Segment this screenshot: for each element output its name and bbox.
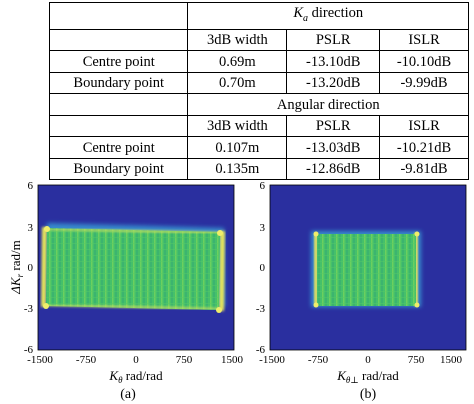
table-empty-cell [48,93,189,116]
row-label: Boundary point [48,71,189,95]
xtick-label: -1500 [27,354,53,366]
row-label: Boundary point [48,157,189,181]
cell-3db: 0.70m [187,71,288,95]
table-row: Boundary point 0.70m -13.20dB -9.99dB [48,71,469,95]
table-corner-cell [48,2,189,30]
cell-pslr: -13.03dB [286,136,381,159]
col-header-3db: 3dB width [187,114,288,138]
ytick-label: -3 [24,303,34,315]
figure-b [269,184,467,351]
table-empty-cell [48,29,189,52]
cell-islr: -9.99dB [379,71,469,95]
cell-3db: 0.69m [187,50,288,73]
table-empty-cell [48,115,189,138]
ytick-label: 6 [28,180,34,192]
tick-labels: 6 3 0 -3 -6 -1500 -750 0 750 1500 6 3 0 … [24,180,463,366]
col-header-pslr: PSLR [286,28,381,52]
cell-islr: -9.81dB [379,157,469,181]
col-header-islr: ISLR [379,114,469,138]
ytick-label: 0 [260,262,266,274]
xtick-label: 1500 [221,354,244,366]
col-header-3db: 3dB width [187,28,288,52]
ytick-label: 3 [260,222,266,234]
col-header-islr: ISLR [379,28,469,52]
plot-a-xlabel: Kθ rad/rad [108,368,163,385]
figures-svg: 6 3 0 -3 -6 -1500 -750 0 750 1500 6 3 0 … [8,180,467,402]
results-table: Ka direction 3dB width PSLR ISLR Centre … [48,2,469,181]
ytick-label: -3 [256,303,266,315]
figure-a [37,184,235,351]
cell-3db: 0.135m [187,157,288,181]
xtick-label: -750 [76,354,97,366]
table-row: Centre point 0.69m -13.10dB -10.10dB [48,50,469,73]
xtick-label: -750 [308,354,329,366]
ytick-label: 3 [28,222,34,234]
cell-pslr: -13.20dB [286,71,381,95]
angular-direction-header: Angular direction [187,93,469,116]
ka-direction-header: Ka direction [187,2,469,30]
table-row: Boundary point 0.135m -12.86dB -9.81dB [48,157,469,181]
ytick-label: 6 [260,180,266,192]
cell-islr: -10.10dB [379,50,469,73]
cell-islr: -10.21dB [379,136,469,159]
table-row: Centre point 0.107m -13.03dB -10.21dB [48,136,469,159]
xtick-label: 750 [408,354,425,366]
cell-pslr: -12.86dB [286,157,381,181]
xtick-label: -1500 [259,354,285,366]
ytick-label: -6 [256,344,266,356]
col-header-pslr: PSLR [286,114,381,138]
row-label: Centre point [48,50,189,73]
xtick-label: 0 [133,354,139,366]
caption-a: (a) [120,387,136,402]
xtick-label: 1500 [440,354,463,366]
xtick-label: 750 [176,354,193,366]
row-label: Centre point [48,136,189,159]
plot-a-ylabel: ΔKr rad/m [8,240,25,294]
xtick-label: 0 [365,354,371,366]
cell-3db: 0.107m [187,136,288,159]
ytick-label: 0 [28,262,34,274]
caption-b: (b) [360,387,377,402]
ytick-label: -6 [24,344,34,356]
plot-b-xlabel: Kθ⊥ rad/rad [336,368,399,385]
cell-pslr: -13.10dB [286,50,381,73]
